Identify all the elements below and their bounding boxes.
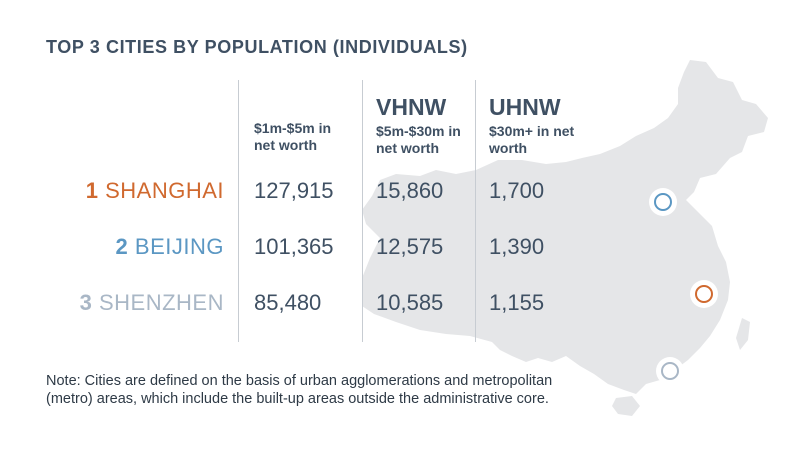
city-label: 3 SHENZHEN [80,290,224,316]
city-marker-halo [649,188,677,216]
column-subheading: $30m+ in net worth [489,123,575,156]
city-marker-beijing [654,193,672,211]
column-heading: VHNW [376,94,447,120]
value-cell: 15,860 [376,178,444,203]
value-cell: 85,480 [254,290,322,315]
column-header: VHNW $5m-$30m in net worth [376,94,480,157]
chart-title: TOP 3 CITIES BY POPULATION (INDIVIDUALS) [46,37,468,57]
column-divider [238,80,239,342]
column-heading: UHNW [489,94,561,120]
city-rank: 1 [85,178,99,203]
city-marker-halo [690,280,718,308]
city-name: BEIJING [134,234,224,259]
value-cell: 12,575 [376,234,444,259]
column-divider [362,80,363,342]
footnote: Note: Cities are defined on the basis of… [46,373,553,407]
value-cell: 1,390 [489,234,545,259]
city-marker-shanghai [695,285,713,303]
column-subheading: $5m-$30m in net worth [376,123,461,156]
hainan-island [612,396,640,416]
column-header: UHNW $30m+ in net worth [489,94,593,157]
value-cell: 127,915 [254,178,334,203]
column-divider [475,80,476,342]
city-name: SHENZHEN [98,290,224,315]
city-marker-halo [656,357,684,385]
city-name: SHANGHAI [105,178,224,203]
city-marker-shenzhen [661,362,679,380]
column-header: $1m-$5m in net worth [254,120,354,154]
china-map-shape [362,60,768,394]
value-cell: 10,585 [376,290,444,315]
city-label: 1 SHANGHAI [86,178,224,204]
value-cell: 1,155 [489,290,545,315]
value-cell: 101,365 [254,234,334,259]
city-rank: 3 [79,290,93,315]
column-subheading: $1m-$5m in net worth [254,120,332,153]
city-label: 2 BEIJING [116,234,224,260]
taiwan-island [736,318,750,350]
city-rank: 2 [115,234,129,259]
value-cell: 1,700 [489,178,545,203]
